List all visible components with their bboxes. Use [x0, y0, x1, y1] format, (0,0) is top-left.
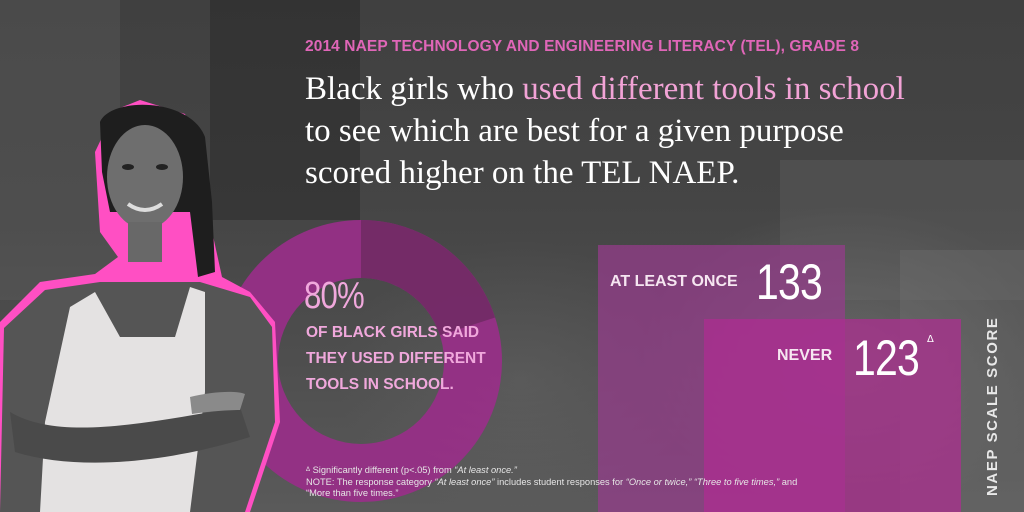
chart-subtitle: 2014 NAEP TECHNOLOGY AND ENGINEERING LIT…	[305, 38, 860, 55]
note-prefix: NOTE: The response category	[306, 476, 435, 487]
hand	[190, 391, 245, 414]
note-response-2: “Three to five times,”	[693, 476, 780, 487]
significance-marker: Δ	[927, 334, 934, 345]
left-eye	[122, 164, 134, 170]
crossed-arms	[10, 407, 250, 463]
note-and: and	[779, 476, 798, 487]
note-mid: includes student responses for	[494, 476, 626, 487]
footnote-note: NOTE: The response category “At least on…	[306, 477, 906, 489]
bar-label-never: NEVER	[777, 347, 833, 364]
footnote-sig-text: Significantly different (p<.05) from	[312, 465, 455, 475]
footnote-note-cont: “More than five times.”	[306, 488, 906, 500]
donut-percent: 80%	[304, 275, 365, 317]
donut-desc-line-2: THEY USED DIFFERENT	[306, 350, 486, 367]
note-category: “At least once”	[434, 476, 495, 487]
headline-highlight: used different tools in school	[522, 71, 905, 107]
bar-value-never: 123	[853, 330, 920, 386]
neck	[128, 222, 162, 262]
footnote-significance: Δ Significantly different (p<.05) from “…	[306, 465, 906, 477]
background-machine	[210, 0, 360, 220]
headline-line-3: scored higher on the TEL NAEP.	[305, 155, 740, 191]
right-eye	[156, 164, 168, 170]
bar-value-at-least-once: 133	[756, 254, 823, 310]
footnote-sig-ref: “At least once.”	[454, 465, 517, 475]
donut-desc-line-1: OF BLACK GIRLS SAID	[306, 324, 480, 341]
footnote-marker: Δ	[306, 467, 311, 473]
donut-desc-line-3: TOOLS IN SCHOOL.	[306, 376, 454, 393]
note-response-1: “Once or twice,”	[625, 476, 692, 487]
footnote: Δ Significantly different (p<.05) from “…	[306, 465, 906, 500]
note-response-3: “More than five times.”	[306, 488, 399, 498]
face	[107, 125, 183, 229]
chart-title: Black girls who used different tools in …	[305, 68, 985, 194]
donut-segment-20	[359, 220, 496, 337]
donut-description: OF BLACK GIRLS SAID THEY USED DIFFERENT …	[306, 320, 536, 398]
headline-line-2: to see which are best for a given purpos…	[305, 113, 844, 149]
smile	[126, 202, 164, 212]
bar-never	[704, 319, 961, 512]
headline-line-1: Black girls who used different tools in …	[305, 68, 985, 110]
bar-label-at-least-once: AT LEAST ONCE	[610, 273, 738, 290]
headline-text: Black girls who	[305, 71, 523, 107]
student-photo	[0, 100, 280, 512]
y-axis-label: NAEP SCALE SCORE	[984, 316, 1001, 496]
